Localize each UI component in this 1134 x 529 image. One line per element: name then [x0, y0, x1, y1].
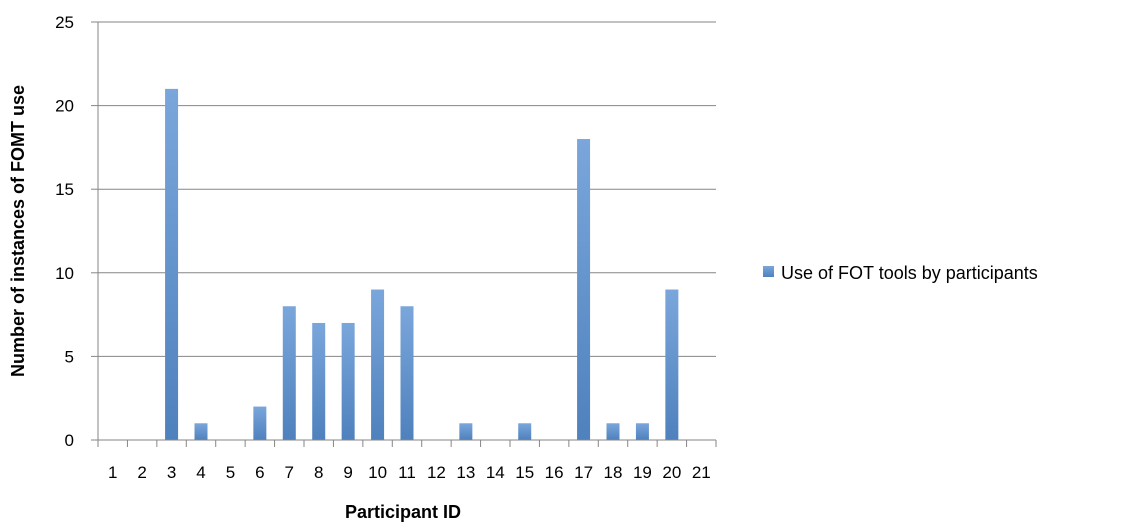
x-tick-label: 20 [662, 463, 681, 482]
legend-label: Use of FOT tools by participants [781, 263, 1038, 283]
x-tick-label: 4 [196, 463, 205, 482]
gridlines [98, 21, 716, 357]
x-tick-label: 12 [427, 463, 446, 482]
x-tick-label: 1 [108, 463, 117, 482]
y-tick-labels: 0 5 10 15 20 25 [55, 13, 74, 450]
bar [282, 306, 296, 440]
bars [165, 88, 679, 441]
x-tick-label: 3 [167, 463, 176, 482]
x-tick-label: 9 [343, 463, 352, 482]
x-tick-label: 7 [285, 463, 294, 482]
x-tick-label: 6 [255, 463, 264, 482]
bar [665, 289, 679, 440]
x-tick-label: 21 [692, 463, 711, 482]
x-tick-label: 8 [314, 463, 323, 482]
legend-swatch [763, 266, 774, 277]
y-tick-label: 15 [55, 180, 74, 199]
bar [459, 423, 473, 440]
x-tick-label: 13 [456, 463, 475, 482]
bar [635, 423, 649, 440]
bar [577, 139, 591, 441]
x-tick-label: 10 [368, 463, 387, 482]
y-tick-label: 25 [55, 13, 74, 32]
x-tick-label: 17 [574, 463, 593, 482]
x-tick-label: 5 [226, 463, 235, 482]
x-tick-label: 16 [545, 463, 564, 482]
x-tick-label: 19 [633, 463, 652, 482]
x-axis-title: Participant ID [345, 502, 461, 522]
y-tick-label: 10 [55, 264, 74, 283]
x-tick-label: 2 [137, 463, 146, 482]
bar [341, 322, 355, 440]
x-tick-label: 15 [515, 463, 534, 482]
bar [606, 423, 620, 440]
bar [253, 406, 267, 440]
bar [194, 423, 208, 440]
legend: Use of FOT tools by participants [763, 263, 1038, 283]
x-tick-label: 11 [398, 463, 416, 482]
y-tick-label: 20 [55, 97, 74, 116]
y-tick-label: 0 [65, 431, 74, 450]
bar [371, 289, 385, 440]
bar [312, 322, 326, 440]
y-axis-title: Number of instances of FOMT use [8, 85, 28, 377]
x-tick-label: 14 [486, 463, 505, 482]
bar [165, 88, 179, 440]
x-tick-labels: 1 2 3 4 5 6 7 8 9 10 11 12 13 14 15 16 17 18 19 20 21 [108, 463, 711, 482]
y-tick-label: 5 [65, 347, 74, 366]
x-tick-label: 18 [604, 463, 623, 482]
axes [91, 21, 717, 447]
bar [400, 306, 414, 440]
bar [518, 423, 532, 440]
